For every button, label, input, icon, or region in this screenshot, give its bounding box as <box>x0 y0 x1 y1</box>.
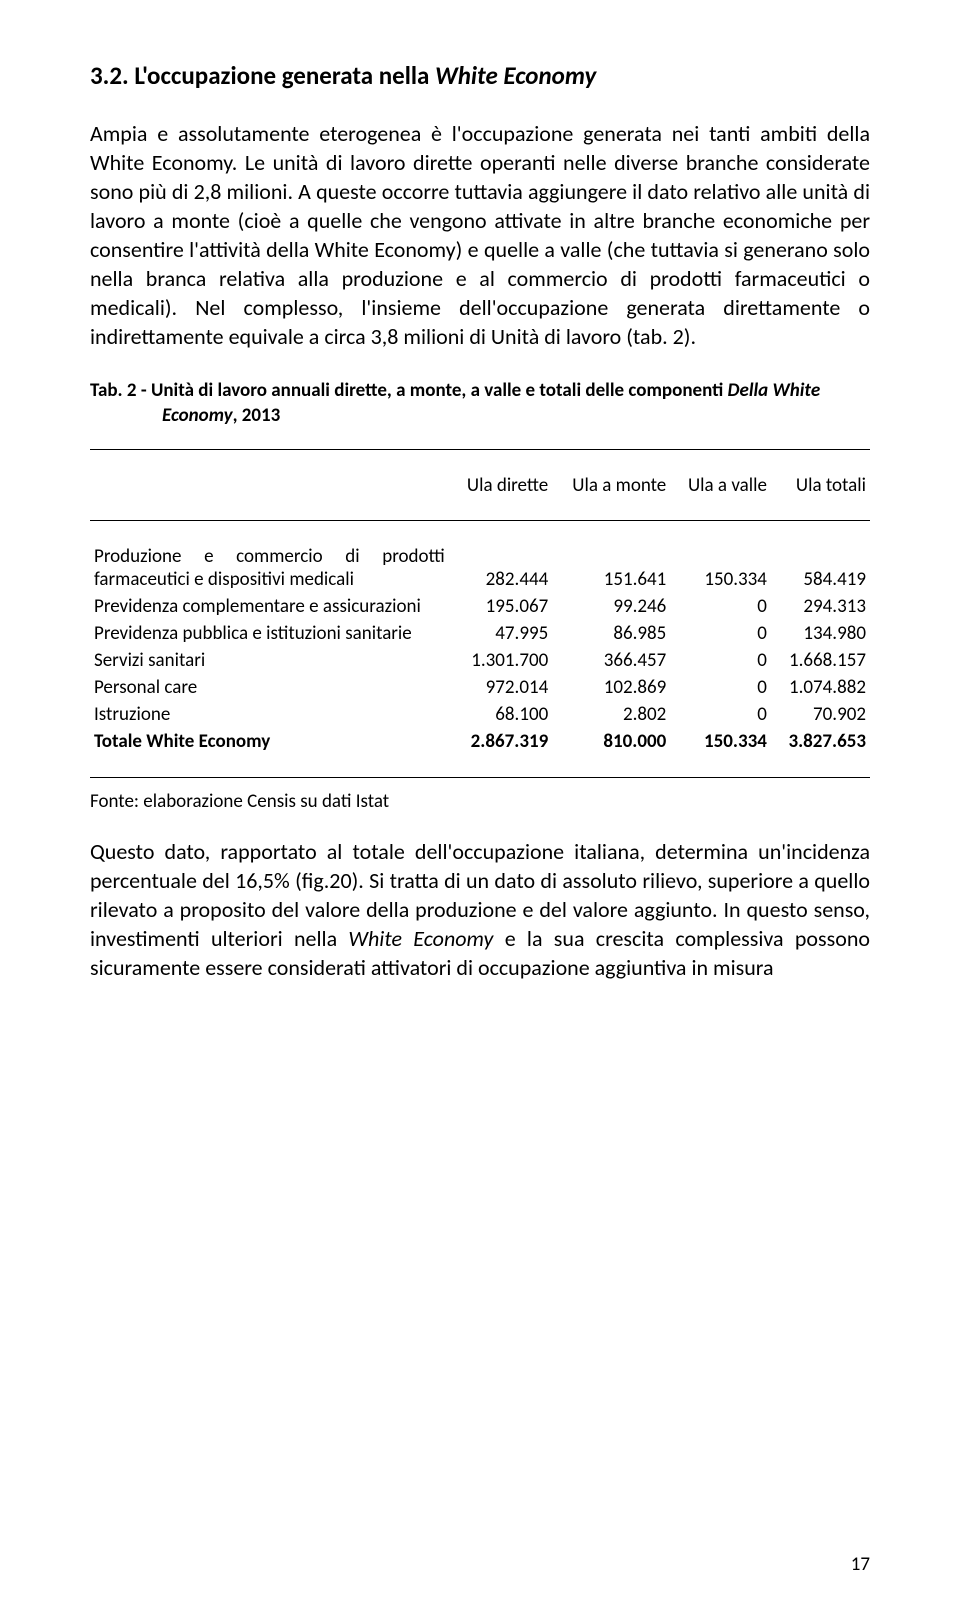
row-value: 0 <box>670 593 771 620</box>
col-header: Ula dirette <box>449 472 552 499</box>
table-row: Produzione e commercio di prodotti farma… <box>90 543 870 593</box>
paragraph-2: Questo dato, rapportato al totale dell'o… <box>90 837 870 982</box>
paragraph-1: Ampia e assolutamente eterogenea è l'occ… <box>90 119 870 351</box>
data-table: Ula dirette Ula a monte Ula a valle Ula … <box>90 449 870 778</box>
row-value: 1.668.157 <box>771 647 870 674</box>
heading-title: L'occupazione generata nella <box>134 60 435 91</box>
row-value: 1.301.700 <box>449 647 552 674</box>
row-value: 0 <box>670 647 771 674</box>
row-value: 134.980 <box>771 620 870 647</box>
row-value: 151.641 <box>552 543 670 593</box>
row-value: 195.067 <box>449 593 552 620</box>
table-header-row: Ula dirette Ula a monte Ula a valle Ula … <box>90 472 870 499</box>
table-source: Fonte: elaborazione Censis su dati Istat <box>90 790 870 813</box>
row-label: Servizi sanitari <box>90 647 449 674</box>
col-header <box>90 472 449 499</box>
total-label: Totale White Economy <box>90 728 449 755</box>
table-row: Personal care 972.014 102.869 0 1.074.88… <box>90 674 870 701</box>
col-header: Ula a monte <box>552 472 670 499</box>
row-value: 0 <box>670 701 771 728</box>
table-row: Previdenza complementare e assicurazioni… <box>90 593 870 620</box>
heading-italic: White Economy <box>435 60 596 91</box>
row-value: 0 <box>670 620 771 647</box>
row-label: Previdenza complementare e assicurazioni <box>90 593 449 620</box>
row-value: 150.334 <box>670 543 771 593</box>
row-value: 0 <box>670 674 771 701</box>
total-value: 3.827.653 <box>771 728 870 755</box>
total-value: 810.000 <box>552 728 670 755</box>
table-row: Servizi sanitari 1.301.700 366.457 0 1.6… <box>90 647 870 674</box>
row-label: Istruzione <box>90 701 449 728</box>
paragraph-2-italic: White Economy <box>348 925 493 952</box>
row-label: Personal care <box>90 674 449 701</box>
section-heading: 3.2. L'occupazione generata nella White … <box>90 60 870 91</box>
caption-suffix: , 2013 <box>233 404 281 427</box>
caption-prefix: Tab. 2 - <box>90 379 151 402</box>
row-value: 47.995 <box>449 620 552 647</box>
paragraph-1-text: Ampia e assolutamente eterogenea è l'occ… <box>90 120 870 350</box>
row-value: 70.902 <box>771 701 870 728</box>
row-value: 366.457 <box>552 647 670 674</box>
total-value: 2.867.319 <box>449 728 552 755</box>
row-value: 1.074.882 <box>771 674 870 701</box>
table-row: Istruzione 68.100 2.802 0 70.902 <box>90 701 870 728</box>
row-value: 68.100 <box>449 701 552 728</box>
col-header: Ula a valle <box>670 472 771 499</box>
table-caption: Tab. 2 - Unità di lavoro annuali dirette… <box>90 379 870 428</box>
heading-number: 3.2. <box>90 60 129 91</box>
row-value: 2.802 <box>552 701 670 728</box>
total-value: 150.334 <box>670 728 771 755</box>
row-value: 294.313 <box>771 593 870 620</box>
row-value: 86.985 <box>552 620 670 647</box>
row-value: 282.444 <box>449 543 552 593</box>
table-row: Previdenza pubblica e istituzioni sanita… <box>90 620 870 647</box>
row-value: 584.419 <box>771 543 870 593</box>
row-value: 99.246 <box>552 593 670 620</box>
page-number: 17 <box>851 1553 870 1576</box>
row-value: 972.014 <box>449 674 552 701</box>
row-label: Previdenza pubblica e istituzioni sanita… <box>90 620 449 647</box>
caption-text: Unità di lavoro annuali dirette, a monte… <box>151 379 728 402</box>
table-total-row: Totale White Economy 2.867.319 810.000 1… <box>90 728 870 755</box>
col-header: Ula totali <box>771 472 870 499</box>
row-label: Produzione e commercio di prodotti farma… <box>90 543 449 593</box>
row-value: 102.869 <box>552 674 670 701</box>
